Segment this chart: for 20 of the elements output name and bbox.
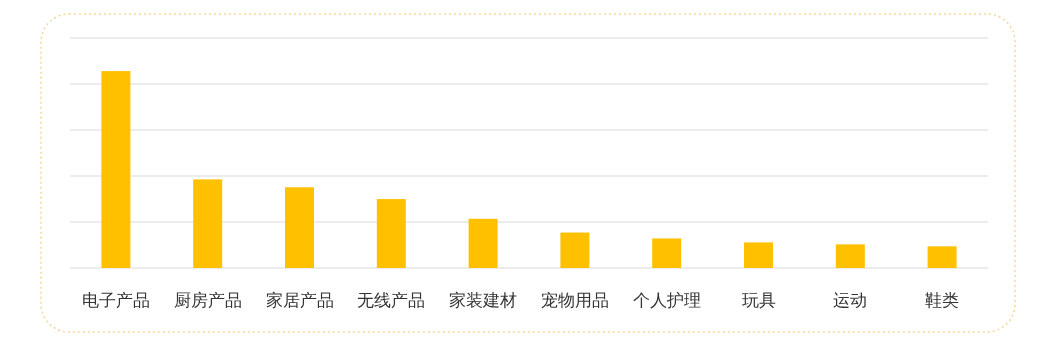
x-tick-label: 运动 — [833, 290, 868, 310]
bar — [744, 242, 773, 268]
bar — [101, 71, 131, 268]
bar — [376, 199, 406, 268]
bar — [285, 187, 314, 268]
bar — [560, 232, 590, 268]
bar — [927, 246, 957, 268]
bar — [652, 238, 682, 268]
x-tick-label: 家居产品 — [265, 290, 334, 310]
x-tick-label: 鞋类 — [925, 290, 960, 310]
x-tick-label: 个人护理 — [632, 290, 701, 310]
bar — [835, 244, 865, 268]
x-tick-label: 电子产品 — [81, 290, 150, 310]
bar — [468, 218, 498, 268]
x-tick-label: 宠物用品 — [540, 290, 609, 310]
x-tick-label: 厨房产品 — [173, 290, 242, 310]
x-tick-label: 无线产品 — [357, 290, 426, 310]
x-tick-label: 玩具 — [741, 290, 776, 310]
bar — [193, 179, 223, 268]
x-tick-label: 家装建材 — [449, 290, 518, 310]
